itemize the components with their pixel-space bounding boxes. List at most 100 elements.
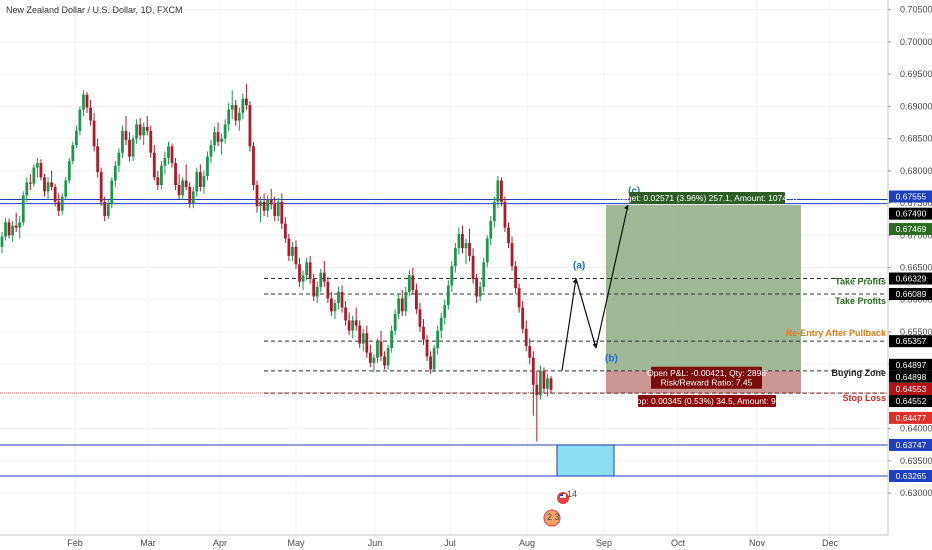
candle	[283, 217, 287, 244]
candle	[21, 191, 25, 226]
level-label: Re-Entry After Pullback	[786, 328, 887, 338]
price-tag-text: 0.67555	[896, 191, 927, 201]
price-tag: 0.66089	[889, 287, 932, 300]
candle	[503, 196, 507, 233]
candle	[496, 175, 500, 209]
candle	[43, 174, 46, 197]
candle	[358, 320, 362, 349]
open-pnl-box-text: Risk/Reward Ratio: 7.45	[661, 377, 753, 387]
price-tag-text: 0.67469	[896, 224, 927, 234]
candle	[376, 338, 379, 363]
candle	[174, 157, 177, 191]
price-tick-label: 0.65500	[900, 327, 932, 337]
svg-text:2 3: 2 3	[547, 512, 560, 522]
candle	[478, 281, 482, 302]
earnings-event-icon[interactable]: 2 3	[543, 509, 561, 527]
candle	[538, 365, 542, 400]
candlestick-series	[0, 83, 553, 442]
candle	[450, 261, 454, 292]
candle	[471, 248, 475, 284]
candle	[312, 273, 316, 302]
candle	[485, 235, 489, 268]
candle	[138, 117, 142, 140]
price-tag: 0.64898	[889, 370, 932, 383]
level-label: Take Profits	[835, 277, 886, 287]
price-tag-text: 0.64898	[896, 372, 927, 382]
candle	[446, 280, 450, 310]
candle	[64, 177, 68, 200]
target-box-text: Target: 0.02571 (3.96%) 257.1, Amount: 1…	[615, 193, 799, 203]
candle	[0, 232, 4, 254]
time-axis[interactable]: Feb Mar Apr May Jun Jul Aug Sep Oct Nov Dec	[0, 534, 888, 548]
price-tick-label: 0.68000	[900, 166, 932, 176]
candle	[57, 193, 61, 216]
candle	[145, 116, 149, 136]
candle	[436, 325, 440, 355]
candle	[351, 315, 355, 339]
candle	[209, 139, 213, 164]
candle	[549, 375, 553, 394]
candle	[159, 161, 163, 189]
candle	[78, 106, 82, 136]
candle	[276, 197, 280, 222]
time-tick-label: Jul	[444, 538, 456, 548]
price-tag-text: 0.65357	[896, 336, 927, 346]
candle	[89, 99, 92, 126]
wave-drawings: (a) (b) (c)	[561, 186, 640, 371]
time-tick-label: May	[287, 538, 305, 548]
candle	[291, 241, 294, 262]
time-tick-label: Mar	[140, 538, 156, 548]
open-pnl-box: Open P&L: -0.00421, Qty: 2898Risk/Reward…	[647, 366, 766, 389]
candle	[294, 240, 298, 269]
candle	[333, 299, 337, 320]
level-label: Stop Loss	[842, 393, 886, 403]
candle	[18, 215, 22, 239]
candle	[28, 174, 32, 191]
price-tag-text: 0.63265	[896, 471, 927, 481]
candle	[326, 277, 330, 303]
candle	[542, 367, 546, 394]
candle	[344, 301, 347, 326]
candle	[397, 293, 401, 320]
candle	[252, 141, 255, 191]
candle	[400, 290, 404, 316]
candle	[407, 270, 411, 297]
candle	[422, 319, 425, 345]
open-pnl-box-text: Open P&L: -0.00421, Qty: 2898	[647, 368, 766, 378]
candle	[521, 301, 525, 334]
price-tick-label: 0.69500	[900, 69, 932, 79]
candle	[36, 157, 39, 178]
price-axis[interactable]: 0.70500 0.70000 0.69500 0.69000 0.68500 0.680…	[887, 0, 932, 535]
price-tick-label: 0.66500	[900, 263, 932, 273]
candle	[383, 351, 386, 370]
candle	[301, 270, 305, 291]
candle	[11, 221, 15, 242]
candle	[121, 125, 124, 158]
chart-title: New Zealand Dollar / U.S. Dollar, 1D, FX…	[6, 5, 183, 15]
candle	[74, 125, 78, 149]
candle	[368, 344, 372, 368]
candle	[273, 196, 277, 222]
flag-event-icon[interactable]	[557, 492, 569, 504]
price-tag-text: 0.67490	[896, 209, 927, 219]
candle	[514, 261, 517, 294]
price-tag: 0.65357	[889, 335, 932, 348]
price-tag-text: 0.63747	[896, 440, 927, 450]
price-tag-text: 0.66329	[896, 274, 927, 284]
price-tag-text: 0.64552	[896, 396, 927, 406]
arrow-head	[572, 278, 578, 284]
candle	[287, 233, 291, 262]
candle	[411, 267, 415, 295]
candle	[110, 177, 114, 209]
time-tick-label: Sep	[596, 538, 612, 548]
price-tick-label: 0.68500	[900, 134, 932, 144]
candle	[202, 170, 206, 194]
price-tick-label: 0.64000	[900, 424, 932, 434]
price-tick-label: 0.69000	[900, 101, 932, 111]
wave-label: (a)	[573, 260, 585, 271]
candle	[528, 338, 532, 365]
candle	[347, 312, 351, 336]
candle	[71, 141, 75, 165]
candle	[227, 103, 231, 131]
